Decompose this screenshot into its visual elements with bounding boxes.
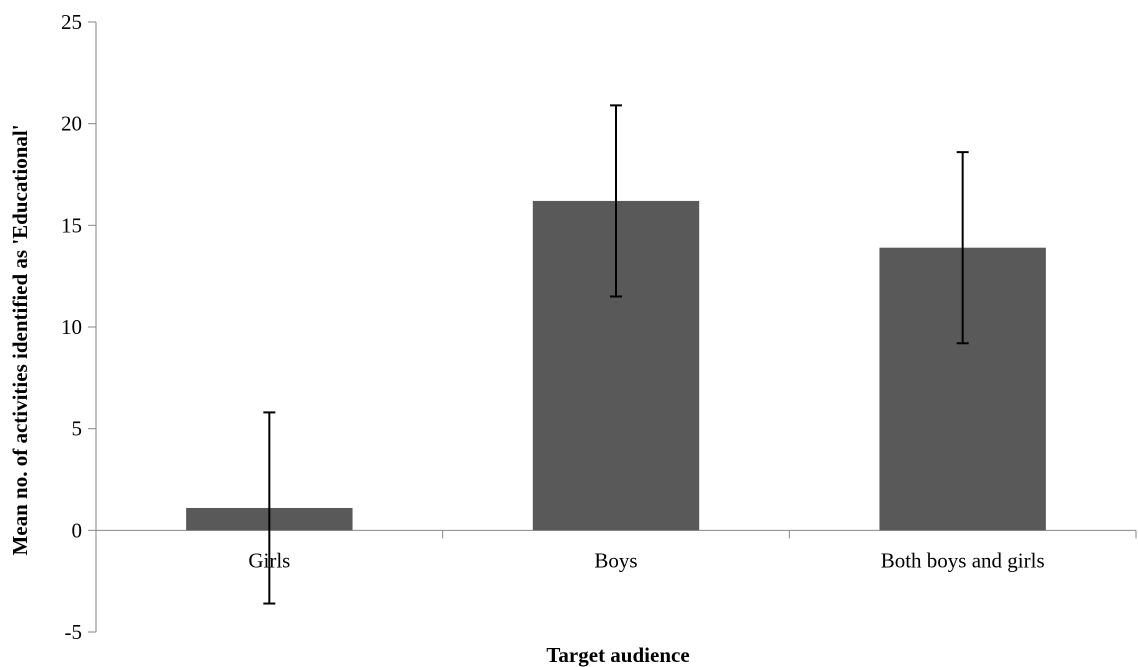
y-axis: -5 0 5 10 15 20 25 [61, 10, 97, 644]
y-tick-label: -5 [65, 620, 83, 644]
y-tick-label: 25 [61, 10, 82, 34]
x-tick-label: Boys [594, 548, 637, 572]
x-tick-label: Girls [248, 548, 290, 572]
y-tick-label: 10 [61, 315, 82, 339]
y-tick-label: 0 [72, 518, 83, 542]
y-axis-title: Mean no. of activities identified as 'Ed… [8, 124, 32, 555]
x-tick-label: Both boys and girls [881, 548, 1045, 572]
x-axis-title: Target audience [546, 643, 689, 667]
y-tick-label: 20 [61, 112, 82, 136]
y-tick-label: 5 [72, 417, 83, 441]
x-tick-labels: Girls Boys Both boys and girls [248, 548, 1044, 572]
y-tick-label: 15 [61, 213, 82, 237]
error-bars [263, 104, 969, 605]
bars [186, 200, 1046, 531]
x-axis [95, 529, 1137, 539]
